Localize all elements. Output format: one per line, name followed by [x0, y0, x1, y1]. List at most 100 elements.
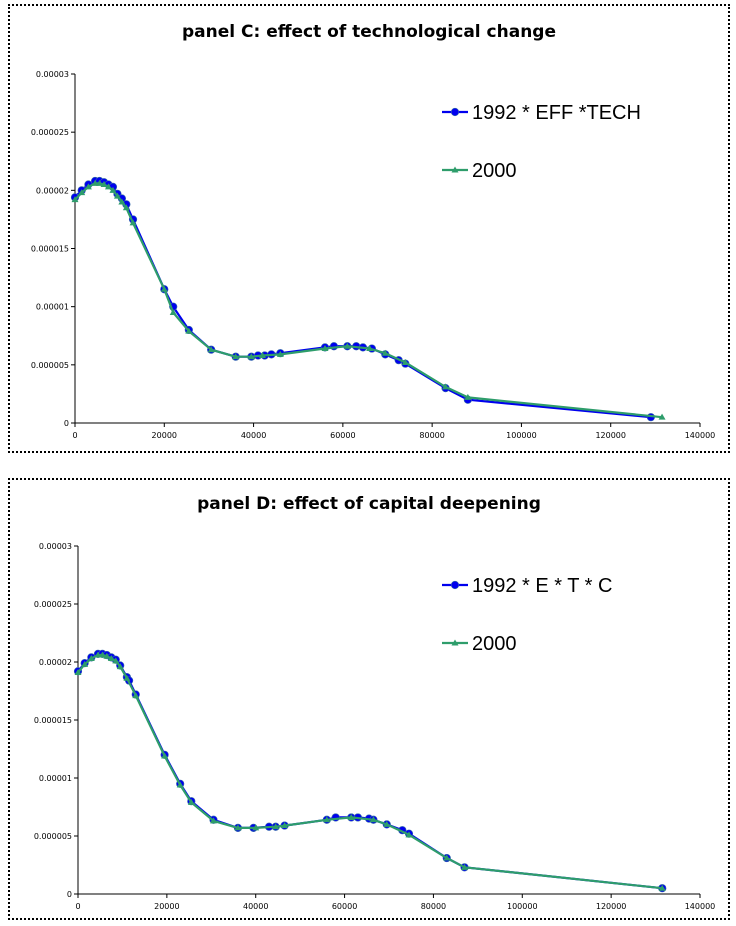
x-tick-label: 60000: [332, 902, 357, 911]
x-tick-label: 40000: [243, 902, 268, 911]
data-point: [160, 285, 168, 292]
data-point: [107, 655, 115, 662]
data-point: [122, 204, 130, 211]
data-point: [71, 196, 79, 203]
data-point: [104, 183, 112, 190]
data-point: [450, 580, 460, 590]
series-line: [77, 652, 663, 890]
y-tick-label: 0: [67, 890, 72, 899]
x-tick-label: 80000: [419, 431, 444, 440]
series-1: [73, 649, 667, 893]
data-point: [658, 413, 666, 420]
data-point: [323, 816, 331, 823]
data-point: [381, 349, 389, 356]
series-line: [74, 182, 663, 419]
data-point: [281, 822, 289, 829]
x-tick-label: 20000: [152, 431, 177, 440]
data-point: [259, 352, 266, 359]
data-point: [161, 752, 169, 759]
x-tick-label: 0: [72, 431, 77, 440]
data-point: [74, 668, 82, 675]
data-point: [169, 308, 177, 315]
series-line: [77, 653, 663, 890]
legend-entry: 1992 * EFF *TECH: [442, 102, 641, 124]
chart-panel-d: panel D: effect of capital deepening 0 0.…: [8, 478, 730, 920]
data-point: [343, 342, 351, 349]
data-point: [383, 820, 391, 827]
chart-panel-c: panel C: effect of technological change …: [8, 4, 730, 453]
data-point: [658, 884, 666, 891]
data-point: [109, 186, 117, 193]
data-point: [207, 346, 215, 353]
data-point: [234, 824, 242, 831]
data-point: [443, 854, 451, 861]
y-tick-label: 0.000005: [31, 361, 69, 370]
data-point: [187, 798, 195, 805]
y-tick-label: 0.000025: [31, 128, 69, 137]
y-tick-label: 0.00001: [36, 303, 69, 312]
data-point: [87, 655, 95, 662]
x-tick-label: 140000: [685, 431, 716, 440]
legend-label: 2000: [472, 160, 517, 182]
y-tick-label: 0.00002: [39, 658, 72, 667]
series-line: [74, 179, 652, 419]
data-point: [450, 107, 460, 117]
x-tick-label: 60000: [330, 431, 355, 440]
data-point: [103, 652, 111, 659]
data-point: [100, 181, 108, 188]
data-point: [98, 651, 106, 658]
data-point: [401, 359, 409, 366]
series-1: [70, 176, 655, 422]
x-tick-label: 120000: [595, 431, 626, 440]
y-tick-label: 0.00002: [36, 186, 69, 195]
data-point: [247, 353, 255, 360]
x-tick-label: 140000: [685, 902, 716, 911]
y-tick-label: 0.000015: [34, 716, 72, 725]
data-point: [129, 219, 137, 226]
x-tick-label: 20000: [154, 902, 179, 911]
data-point: [94, 651, 102, 658]
data-point: [84, 183, 92, 190]
legend-label: 1992 * E * T * C: [472, 575, 612, 597]
data-point: [91, 179, 99, 186]
y-tick-label: 0: [64, 419, 69, 428]
x-tick-label: 120000: [596, 902, 627, 911]
y-tick-label: 0.000015: [31, 245, 69, 254]
data-point: [232, 353, 240, 360]
data-point: [118, 198, 126, 205]
data-point: [123, 674, 131, 681]
chart-title: panel C: effect of technological change: [181, 22, 557, 42]
data-point: [461, 863, 469, 870]
data-point: [176, 781, 184, 788]
series-2: [71, 179, 666, 420]
legend-entry: 2000: [442, 160, 517, 182]
data-point: [81, 660, 89, 667]
y-tick-label: 0.000005: [34, 832, 72, 841]
data-point: [451, 639, 459, 646]
y-tick-label: 0.00003: [39, 542, 72, 551]
x-tick-label: 80000: [421, 902, 446, 911]
chart-title: panel D: effect of capital deepening: [197, 494, 541, 514]
legend-label: 1992 * EFF *TECH: [472, 102, 641, 124]
x-tick-label: 40000: [241, 431, 266, 440]
data-point: [113, 192, 121, 199]
data-point: [451, 166, 459, 173]
data-point: [78, 189, 86, 196]
data-point: [347, 813, 355, 820]
legend-entry: 2000: [442, 633, 517, 655]
data-point: [185, 327, 193, 334]
plot-area: 0 0.000005 0.00001 0.000015 0.00002 0.000025 0…: [34, 542, 716, 911]
data-point: [272, 823, 280, 830]
data-point: [464, 393, 472, 400]
data-point: [132, 692, 140, 699]
data-point: [116, 663, 124, 670]
data-point: [405, 831, 413, 838]
data-point: [321, 345, 329, 352]
data-point: [366, 345, 374, 352]
data-point: [369, 816, 377, 823]
y-tick-label: 0.000025: [34, 600, 72, 609]
data-point: [210, 817, 218, 824]
y-tick-label: 0.00003: [36, 70, 69, 79]
series-2: [74, 651, 666, 891]
legend-entry: 1992 * E * T * C: [442, 575, 612, 597]
